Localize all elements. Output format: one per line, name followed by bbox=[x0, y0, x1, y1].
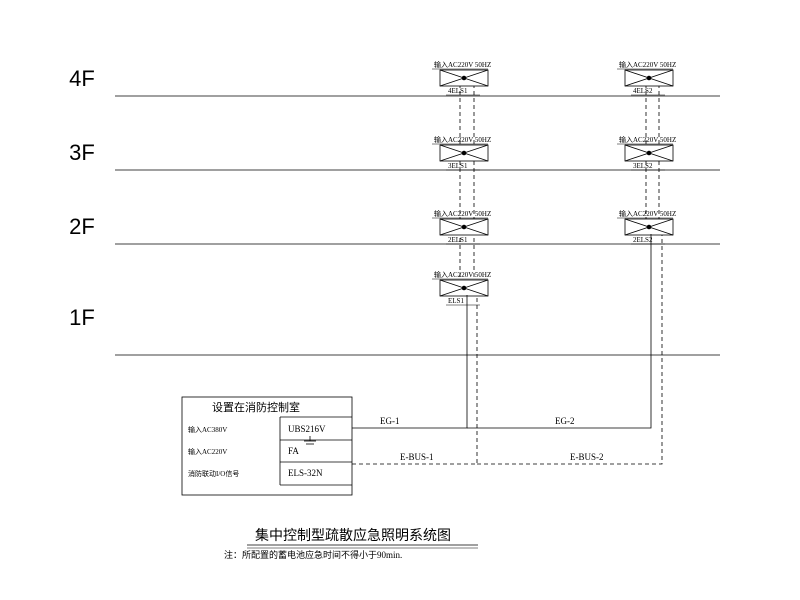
panel-right-label: FA bbox=[288, 446, 299, 456]
diagram-title: 集中控制型疏散应急照明系统图 bbox=[255, 527, 451, 544]
panel-left-label: 消防联动I/O信号 bbox=[188, 469, 239, 478]
diagram-note: 注：所配置的蓄电池应急时间不得小于90min. bbox=[224, 549, 402, 560]
bus-label: E-BUS-1 bbox=[400, 452, 434, 462]
device-bottom-label: 3ELS2 bbox=[633, 162, 653, 170]
bus-label: E-BUS-2 bbox=[570, 452, 604, 462]
device-top-label: 输入AC220V 50HZ bbox=[434, 270, 491, 279]
device-top-label: 输入AC220V 50HZ bbox=[619, 60, 676, 69]
device-top-label: 输入AC220V 50HZ bbox=[619, 135, 676, 144]
device-top-label: 输入AC220V 50HZ bbox=[619, 209, 676, 218]
panel-left-label: 输入AC380V bbox=[188, 425, 227, 434]
floor-label: 2F bbox=[69, 214, 95, 239]
floor-label: 4F bbox=[69, 66, 95, 91]
device-bottom-label: 3ELS1 bbox=[448, 162, 468, 170]
device-bottom-label: 2ELS2 bbox=[633, 236, 653, 244]
bus-label: EG-1 bbox=[380, 416, 400, 426]
panel-right-label: UBS216V bbox=[288, 424, 326, 434]
device-top-label: 输入AC220V 50HZ bbox=[434, 135, 491, 144]
panel-left-label: 输入AC220V bbox=[188, 447, 227, 456]
panel-right-label: ELS-32N bbox=[288, 468, 323, 478]
device-bottom-label: 4ELS2 bbox=[633, 87, 653, 95]
bus-label: EG-2 bbox=[555, 416, 575, 426]
floor-label: 3F bbox=[69, 140, 95, 165]
floor-label: 1F bbox=[69, 305, 95, 330]
device-top-label: 输入AC220V 50HZ bbox=[434, 60, 491, 69]
panel-header: 设置在消防控制室 bbox=[212, 400, 300, 414]
device-bottom-label: 4ELS1 bbox=[448, 87, 468, 95]
device-bottom-label: 2ELS1 bbox=[448, 236, 468, 244]
device-bottom-label: ELS1 bbox=[448, 297, 464, 305]
device-top-label: 输入AC220V 50HZ bbox=[434, 209, 491, 218]
